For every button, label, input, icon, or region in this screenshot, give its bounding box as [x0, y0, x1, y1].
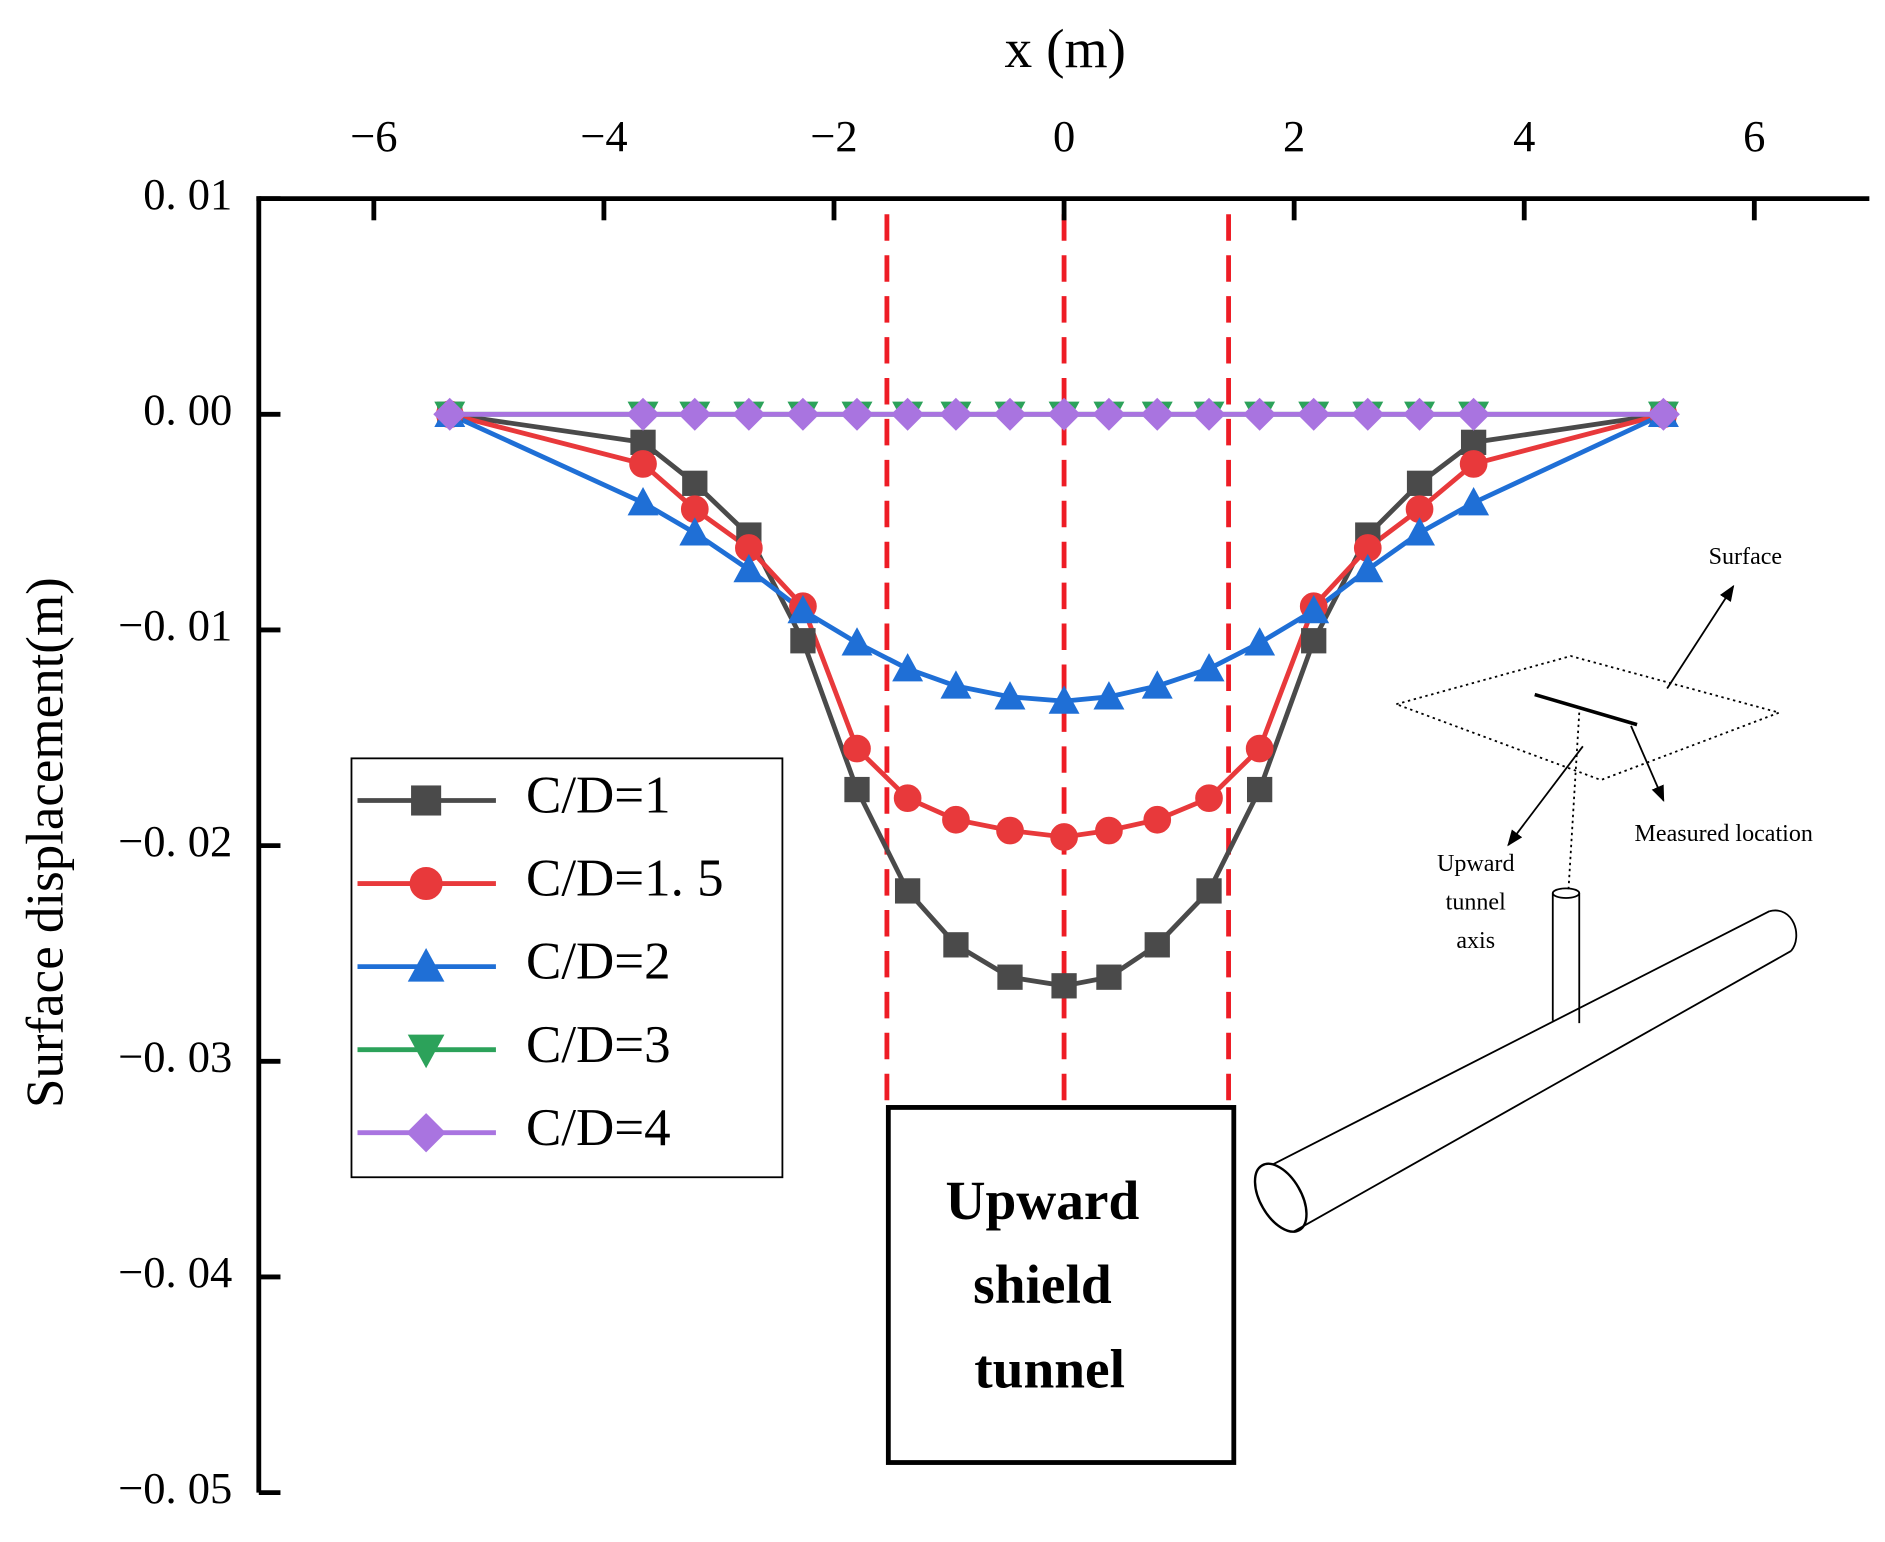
marker: [1143, 805, 1172, 834]
y-tick-label: 0. 01: [143, 169, 232, 219]
x-tick-label: 6: [1743, 111, 1765, 161]
marker: [1196, 878, 1222, 904]
marker: [1092, 397, 1126, 431]
marker: [678, 397, 712, 431]
marker: [1459, 450, 1488, 478]
marker: [682, 470, 708, 496]
marker: [1141, 670, 1173, 699]
legend-label: C/D=1: [526, 767, 671, 825]
marker: [1093, 681, 1125, 710]
y-tick-label: −0. 03: [118, 1032, 232, 1082]
legend-label: C/D=3: [526, 1016, 671, 1074]
inset-diagram: [1253, 584, 1798, 1233]
marker: [892, 653, 924, 682]
marker: [733, 553, 765, 583]
marker: [1193, 653, 1225, 682]
marker: [1050, 823, 1078, 851]
marker: [1646, 397, 1680, 431]
marker: [679, 517, 711, 546]
marker: [1352, 553, 1384, 583]
marker: [1047, 397, 1081, 431]
inset-label: Measured location: [1635, 821, 1813, 847]
marker: [1140, 397, 1174, 431]
legend: C/D=1 C/D=1. 5 C/D=2 C/D=3 C/D=4: [350, 757, 784, 1179]
marker: [943, 932, 969, 958]
y-tick-label: 0. 00: [143, 385, 232, 435]
marker: [407, 948, 445, 982]
marker: [840, 397, 874, 431]
annotation-text: shield: [973, 1254, 1112, 1315]
annotation-box: [885, 1105, 1237, 1465]
marker: [1195, 784, 1223, 813]
marker: [894, 878, 921, 904]
marker: [732, 397, 766, 431]
x-tick-label: −6: [350, 111, 397, 161]
marker: [790, 628, 816, 654]
marker: [787, 594, 819, 624]
marker: [1095, 816, 1123, 845]
marker: [1192, 397, 1226, 431]
marker: [996, 816, 1024, 845]
legend-label: C/D=4: [526, 1099, 671, 1157]
marker: [1301, 628, 1327, 654]
marker: [407, 1034, 445, 1069]
x-tick-label: −2: [810, 111, 857, 161]
inset-label: tunnel: [1446, 890, 1506, 916]
annotation-text: Upward: [946, 1170, 1140, 1231]
marker: [891, 397, 925, 431]
marker: [993, 397, 1027, 431]
inset-label: axis: [1456, 928, 1495, 954]
marker: [940, 670, 972, 699]
marker: [1298, 594, 1330, 624]
x-tick-label: 2: [1283, 111, 1305, 161]
marker: [1404, 517, 1436, 546]
marker: [1244, 627, 1276, 656]
marker: [1351, 397, 1385, 431]
marker: [994, 681, 1026, 710]
marker: [942, 805, 970, 834]
x-tick-label: −4: [580, 111, 627, 161]
marker: [843, 734, 871, 763]
marker: [1297, 397, 1331, 431]
marker: [997, 964, 1023, 990]
marker: [1403, 397, 1437, 431]
x-tick-label: 0: [1053, 111, 1075, 161]
y-tick-label: −0. 01: [118, 600, 232, 650]
legend-label: C/D=2: [526, 933, 671, 991]
marker: [1457, 397, 1491, 431]
x-tick-label: 4: [1513, 111, 1535, 161]
y-axis-title: Surface displacement(m): [17, 577, 75, 1108]
marker: [406, 1113, 446, 1153]
marker: [1406, 470, 1433, 496]
marker: [786, 397, 820, 431]
y-tick-label: −0. 02: [118, 816, 232, 866]
marker: [1247, 776, 1273, 803]
marker: [433, 397, 467, 431]
marker: [939, 397, 973, 431]
marker: [629, 450, 657, 478]
marker: [627, 487, 659, 516]
marker: [1245, 734, 1274, 763]
marker: [411, 785, 442, 816]
marker: [626, 397, 660, 431]
inset-label: Surface: [1709, 544, 1782, 570]
marker: [1144, 932, 1170, 958]
marker: [1243, 397, 1277, 431]
marker: [1048, 685, 1080, 714]
marker: [409, 867, 443, 901]
marker: [1458, 487, 1490, 516]
x-axis-title: x (m): [1005, 18, 1126, 79]
marker: [1051, 973, 1077, 999]
inset-label: Upward: [1437, 851, 1515, 877]
y-tick-label: −0. 05: [118, 1463, 232, 1513]
marker: [893, 784, 922, 813]
marker: [1096, 964, 1122, 990]
marker: [841, 627, 873, 656]
annotation-text: tunnel: [974, 1338, 1125, 1399]
marker: [844, 776, 870, 803]
legend-label: C/D=1. 5: [526, 850, 724, 908]
y-tick-label: −0. 04: [118, 1247, 232, 1297]
plot: −6 −4 −2 0 2 4 6 −0. 05 −0. 04 −0. 03 −0. 02 −0. 01…: [118, 111, 1870, 1513]
